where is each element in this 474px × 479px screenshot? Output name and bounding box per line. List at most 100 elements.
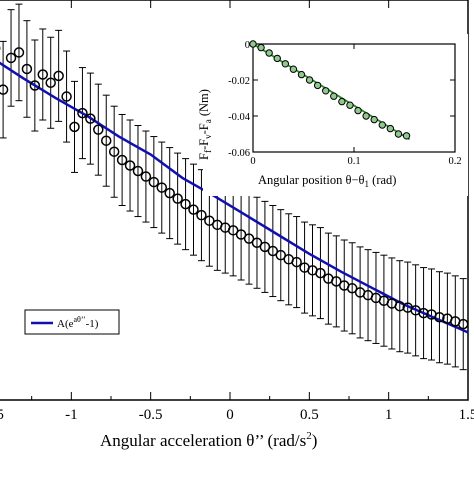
inset-y-label-sub-f: f [203,150,213,153]
main-data-point [267,245,279,257]
svg-text:Angular acceleration θ’’ (rad/: Angular acceleration θ’’ (rad/s2) [100,430,317,450]
main-data-point [259,241,271,253]
main-data-point [140,171,152,182]
inset-data-point [386,124,395,133]
main-data-point [291,256,302,268]
inset-x-tick-label: 0.2 [448,156,461,167]
main-data-point [204,215,215,226]
main-data-point [77,107,88,119]
main-x-tick-label: -1.5 [0,407,4,423]
main-data-point [227,225,239,236]
inset-y-label-f3: -F [197,123,211,134]
legend-label: A(e [57,318,74,330]
main-data-point [100,135,112,146]
main-data-point [235,229,247,240]
inset-data-point [257,43,265,52]
main-data-point [457,318,469,330]
main-data-point [172,193,183,204]
inset-y-tick-label: -0.06 [228,148,250,159]
legend-label-superscript: aθ’’ [74,315,86,324]
inset-data-point [265,49,273,57]
legend-label-end: -1) [86,318,99,330]
main-data-point [53,70,64,82]
inset-data-point [346,101,354,109]
main-x-label-end: ) [312,431,318,450]
inset-data-point [281,60,290,68]
main-x-label-superscript: 2 [306,430,312,442]
main-data-point [164,187,175,199]
inset-data-point [249,40,257,48]
main-data-point [45,77,56,89]
main-x-tick-label: 0 [226,407,234,423]
inset-data-point [322,87,330,95]
main-data-point [69,121,80,133]
main-data-point [85,113,96,124]
inset-y-tick-label: -0.04 [228,112,251,123]
inset-y-label-f2: -F [197,139,211,150]
inset-data-point [378,121,386,129]
main-data-point [148,176,160,188]
inset-data-point [362,112,370,120]
inset-data-point [402,132,411,140]
svg-text:A(eaθ’’-1): A(eaθ’’-1) [57,315,99,330]
main-data-point [93,124,104,135]
inset-data-point [297,70,306,79]
main-data-point [331,276,342,287]
main-data-point [275,249,287,261]
inset-y-label-sub-a: a [203,119,213,123]
main-fit-line [0,61,469,334]
main-x-tick-label: 1 [385,407,393,423]
main-data-point [61,91,72,102]
inset-data-point [370,115,378,124]
main-data-point [124,160,136,171]
main-x-tick-label: 1.5 [459,407,474,423]
inset-plot: 0 0.1 0.2 0 -0.02 -0.04 -0.06 [203,34,468,196]
inset-background [203,34,468,196]
main-data-point [251,237,263,249]
main-data-point [132,165,144,177]
main-plot: -1.5 -1 -0.5 0 0.5 1 1.5 [0,0,474,423]
inset-data-point [330,92,338,100]
main-data-point [243,233,255,244]
main-data-point [29,80,41,91]
main-data-point [418,307,429,319]
inset-data-point [273,54,281,63]
main-x-tick-label: 0.5 [300,407,319,423]
inset-labels: Angular position θ−θ1 (rad) Ff-Fv-Fa (Nm… [197,89,396,189]
svg-text:Angular position θ−θ1 (rad): Angular position θ−θ1 (rad) [258,173,396,189]
inset-data-point [313,81,322,90]
inset-y-tick-label: 0 [245,40,250,51]
main-x-tick-label: -1 [65,407,78,423]
inset-data-point [289,65,298,73]
inset-y-tick-label: -0.02 [228,76,250,87]
main-data-point [108,146,120,157]
inset-data-point [305,76,314,84]
main-x-axis-label: Angular acceleration θ’’ (rad/s2) [100,430,317,450]
main-data-point [346,283,358,294]
inset-x-label-text: Angular position θ−θ [258,173,365,187]
main-data-point [394,300,406,312]
main-data-point [180,198,191,210]
main-data-point [315,267,326,279]
main-data-point [0,84,9,95]
inset-y-label-unit: (Nm) [197,89,211,119]
inset-data-point [394,130,403,138]
inset-data-point [338,97,346,106]
svg-text:Ff-Fv-Fa (Nm): Ff-Fv-Fa (Nm) [197,89,213,160]
inset-x-tick-label: 0.1 [347,156,360,167]
inset-data-point [354,106,362,115]
inset-x-label-subscript: 1 [365,179,370,189]
main-x-label-text: Angular acceleration θ’’ (rad/s [100,431,306,450]
main-x-tick-label: -0.5 [139,407,163,423]
inset-x-tick-label: 0 [250,156,255,167]
main-data-point [116,154,128,166]
legend: A(eaθ’’-1) [24,309,120,335]
main-data-point [434,311,445,323]
main-data-point [156,182,168,193]
main-data-point [5,52,17,64]
inset-y-label-f1: F [197,153,211,160]
main-data-point [196,209,207,221]
main-data-point [188,204,199,215]
